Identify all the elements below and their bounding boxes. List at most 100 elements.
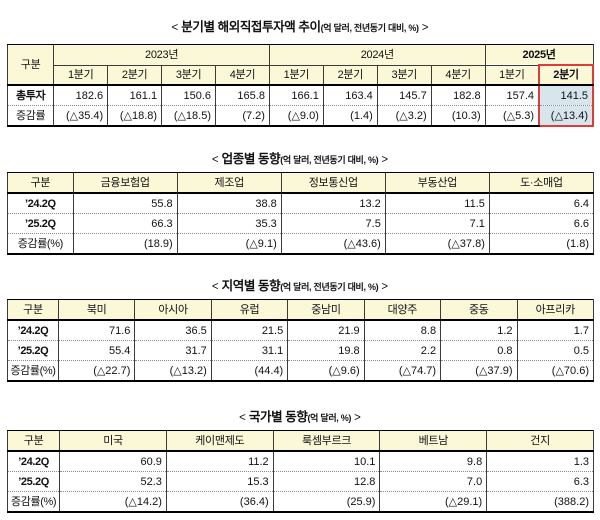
column-header: 도·소매업 [488, 172, 595, 194]
table-by-region: 구분 북미 아시아 유럽 중남미 대양주 중동 아프리카 ’24.2Q 71.6 36.5 21.5 2… [7, 299, 594, 382]
table-title-by-industry: < 업종별 동향(억 달러, 전년동기 대비, %) > [0, 152, 600, 167]
angle-bracket-open: < [211, 154, 219, 166]
data-cell: (18.9) [72, 233, 178, 255]
title-main: 분기별 해외직접투자액 추이 [181, 20, 321, 34]
column-header: 건지 [486, 430, 594, 452]
data-cell: (△37.8) [384, 233, 490, 255]
quarter-header: 1분기 [53, 64, 108, 86]
column-header: 정보통신업 [280, 172, 386, 194]
data-cell: (44.4) [210, 360, 288, 382]
data-cell: 13.2 [280, 193, 386, 214]
data-cell: 157.4 [484, 85, 540, 106]
data-cell: 31.7 [134, 340, 212, 361]
quarter-header: 3분기 [376, 64, 432, 86]
column-header: 중남미 [287, 299, 365, 321]
row-label: 증감률(%) [7, 233, 74, 255]
data-cell: (△22.7) [57, 360, 135, 382]
data-cell: (△29.1) [379, 491, 487, 513]
quarter-header: 4분기 [430, 64, 486, 86]
data-cell: 2.2 [363, 340, 441, 361]
data-cell: 161.1 [107, 85, 162, 106]
angle-bracket-open: < [211, 281, 219, 293]
column-header: 금융보험업 [72, 172, 178, 194]
data-cell: 1.3 [486, 451, 594, 472]
data-cell: 35.3 [176, 213, 282, 234]
data-cell: 6.3 [486, 471, 594, 492]
data-cell: (△18.5) [161, 105, 216, 127]
data-cell: 60.9 [59, 451, 167, 472]
quarter-header-highlighted: 2분기 [538, 64, 594, 86]
table-row: ’25.2Q 55.4 31.7 31.1 19.8 2.2 0.8 0.5 [7, 340, 594, 361]
section-by-region: < 지역별 동향(억 달러, 전년동기 대비, %) > 구분 북미 아시아 유럽 중남미 대… [0, 279, 600, 382]
row-label: 증감률 [6, 105, 54, 127]
title-unit-note: (억 달러, 전년동기 대비, %) [280, 282, 379, 292]
data-cell: (36.4) [165, 491, 274, 513]
data-cell: 12.8 [272, 471, 380, 492]
data-cell: (△37.9) [440, 360, 517, 382]
table-row: ’24.2Q 71.6 36.5 21.5 21.9 8.8 1.2 1.7 [7, 320, 594, 341]
column-header: 케이맨제도 [165, 430, 274, 452]
column-header: 중동 [440, 299, 517, 321]
table-row: 총투자 182.6 161.1 150.6 165.8 166.1 163.4 145.7 18… [6, 85, 594, 106]
data-cell: (△9.1) [176, 233, 282, 255]
column-header: 미국 [59, 430, 167, 452]
row-label: ’25.2Q [7, 213, 74, 234]
quarter-header: 3분기 [161, 64, 216, 86]
data-cell: 7.0 [379, 471, 487, 492]
quarter-header: 2분기 [322, 64, 378, 86]
data-cell: 0.8 [440, 340, 517, 361]
data-cell: (△70.6) [516, 360, 594, 382]
column-header: 유럽 [210, 299, 288, 321]
quarter-header: 1분기 [268, 64, 324, 86]
table-host-by-region: 구분 북미 아시아 유럽 중남미 대양주 중동 아프리카 ’24.2Q 71.6 36.5 21.5 2… [0, 299, 600, 382]
data-cell: 182.6 [53, 85, 108, 106]
table-host-quarterly-trend: 구분 2023년 2024년 2025년 1분기 2분기 3분기 4분기 1분기 2분기 3분기 4분… [0, 44, 600, 127]
table-quarterly-trend: 구분 2023년 2024년 2025년 1분기 2분기 3분기 4분기 1분기 2분기 3분기 4분… [6, 44, 594, 127]
title-unit-note: (억 달러, %) [307, 413, 352, 423]
table-row: 증감률(%) (△22.7) (△13.2) (44.4) (△9.6) (△74.7)(… [7, 360, 594, 382]
data-cell: 1.7 [516, 320, 594, 341]
quarter-header: 1분기 [484, 64, 540, 86]
corner-header-cell: 구분 [6, 430, 60, 452]
data-cell: 66.3 [72, 213, 178, 234]
table-by-industry: 구분 금융보험업 제조업 정보통신업 부동산업 도·소매업 ’24.2Q 55.8 38.8 13… [7, 172, 595, 255]
title-main: 업종별 동향 [221, 152, 281, 166]
table-title-quarterly-trend: < 분기별 해외직접투자액 추이(억 달러, 전년동기 대비, %) > [0, 20, 600, 35]
table-by-country: 구분 미국 케이맨제도 룩셈부르크 베트남 건지 ’24.2Q 60.9 11.2 10.1 9.8… [6, 430, 594, 513]
row-label: 총투자 [6, 85, 54, 106]
data-cell: 10.1 [272, 451, 380, 472]
data-cell: 38.8 [176, 193, 282, 214]
data-cell: (1.8) [488, 233, 595, 255]
data-cell: 8.8 [363, 320, 441, 341]
data-cell: 55.8 [72, 193, 178, 214]
quarter-header: 4분기 [215, 64, 270, 86]
data-cell: 15.3 [165, 471, 274, 492]
row-label: ’24.2Q [7, 193, 74, 214]
corner-header-cell: 구분 [7, 172, 74, 194]
data-cell: 6.6 [488, 213, 595, 234]
data-cell: 182.8 [430, 85, 486, 106]
quarter-header: 2분기 [107, 64, 162, 86]
data-cell: 0.5 [516, 340, 594, 361]
table-row: 증감률(%) (△14.2) (36.4) (25.9) (△29.1) (388.2) [6, 491, 594, 513]
data-cell: 1.2 [440, 320, 517, 341]
data-cell: 52.3 [59, 471, 167, 492]
data-cell: 7.1 [384, 213, 490, 234]
data-cell: (1.4) [322, 105, 378, 127]
column-header: 부동산업 [384, 172, 490, 194]
data-cell-highlighted: 141.5 [538, 85, 594, 106]
data-cell: (7.2) [215, 105, 270, 127]
row-label: ’25.2Q [6, 471, 60, 492]
table-row: ’25.2Q 52.3 15.3 12.8 7.0 6.3 [6, 471, 594, 492]
data-cell: (△3.2) [376, 105, 432, 127]
data-cell: 21.9 [287, 320, 365, 341]
data-cell: 165.8 [215, 85, 270, 106]
table-title-by-country: < 국가별 동향(억 달러, %) > [0, 410, 600, 425]
row-label: 증감률(%) [6, 491, 60, 513]
data-cell: 7.5 [280, 213, 386, 234]
angle-bracket-close: > [381, 154, 389, 166]
data-cell: (388.2) [486, 491, 594, 513]
year-group-header: 2024년 [268, 44, 486, 65]
data-cell: (△43.6) [280, 233, 386, 255]
angle-bracket-close: > [381, 281, 389, 293]
